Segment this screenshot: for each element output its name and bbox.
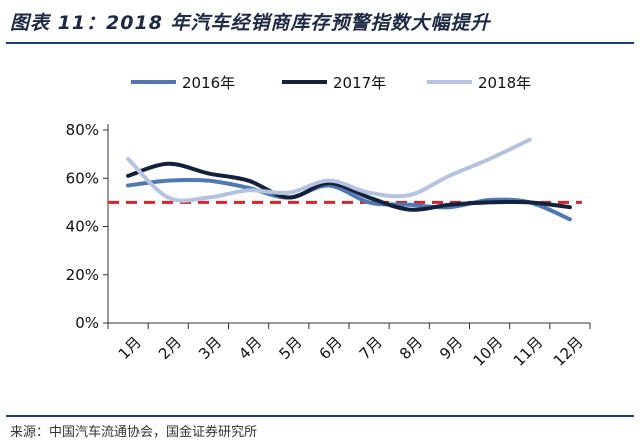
series-line-2016年 <box>126 177 572 222</box>
x-tick-label: 3月 <box>195 333 225 363</box>
y-tick-label: 0% <box>75 314 99 332</box>
series-line-2017年 <box>126 161 572 212</box>
legend: 2016年 2017年 2018年 <box>131 74 531 92</box>
chart-title: 图表 11：2018 年汽车经销商库存预警指数大幅提升 <box>10 12 491 34</box>
legend-label: 2016年 <box>182 74 235 92</box>
x-tick-label: 11月 <box>510 333 547 370</box>
y-tick-label: 80% <box>66 121 99 139</box>
source-note: 来源：中国汽车流通协会，国金证券研究所 <box>10 425 258 440</box>
y-tick-label: 40% <box>66 218 99 236</box>
source-divider <box>6 415 634 417</box>
y-tick-label: 20% <box>66 266 99 284</box>
y-tick-labels: 0% 20% 40% 60% 80% <box>66 121 99 332</box>
x-tick-label: 10月 <box>469 333 506 370</box>
x-tick-label: 9月 <box>436 333 466 363</box>
x-tick-label: 5月 <box>275 333 305 363</box>
axes <box>103 124 591 329</box>
legend-label: 2017年 <box>333 74 386 92</box>
x-tick-label: 1月 <box>115 333 145 363</box>
series-line-2018年 <box>126 137 532 203</box>
x-tick-label: 12月 <box>550 333 587 370</box>
legend-label: 2018年 <box>478 74 531 92</box>
line-chart: 2016年 2017年 2018年 1月 2月 3月 4月 5月 6月 7月 8月 9月 10月 11月… <box>66 74 591 370</box>
title-divider <box>6 42 634 44</box>
x-tick-label: 7月 <box>356 333 386 363</box>
x-tick-labels: 1月 2月 3月 4月 5月 6月 7月 8月 9月 10月 11月 12月 <box>115 333 587 370</box>
x-tick-label: 4月 <box>235 333 265 363</box>
x-tick-label: 8月 <box>396 333 426 363</box>
series-lines <box>126 137 572 222</box>
x-tick-label: 2月 <box>155 333 185 363</box>
y-tick-label: 60% <box>66 169 99 187</box>
x-tick-label: 6月 <box>316 333 346 363</box>
